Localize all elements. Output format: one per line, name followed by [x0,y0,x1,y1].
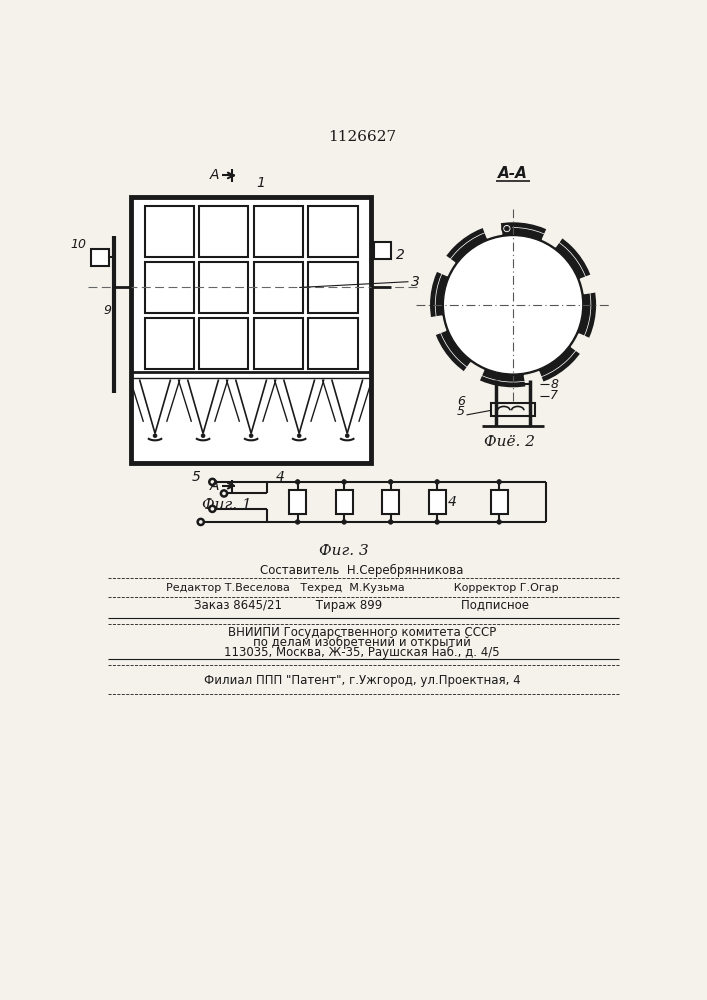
Text: 113035, Москва, Ж-35, Раушская наб., д. 4/5: 113035, Москва, Ж-35, Раушская наб., д. … [224,646,500,659]
Text: А-А: А-А [498,166,528,181]
Circle shape [435,480,440,484]
Bar [254,318,303,369]
Bar [199,318,248,369]
Text: 4: 4 [448,495,457,509]
Circle shape [209,479,216,485]
Circle shape [388,520,393,524]
Circle shape [341,520,346,524]
Bar [336,490,353,514]
Text: по делам изобретений и открытий: по делам изобретений и открытий [253,636,471,649]
Circle shape [435,520,440,524]
Circle shape [505,226,509,231]
Wedge shape [483,222,502,238]
Bar [199,206,248,257]
Bar [491,490,508,514]
Text: А: А [210,479,220,493]
Text: А: А [210,168,220,182]
Text: Фиг. 3: Фиг. 3 [320,544,369,558]
Wedge shape [436,255,455,276]
Wedge shape [463,363,484,381]
Text: 3: 3 [411,275,420,289]
Text: 5: 5 [192,470,200,484]
Text: 4: 4 [276,470,284,484]
Circle shape [297,434,301,438]
Bar [90,249,110,266]
Circle shape [221,490,227,497]
Bar [491,403,534,416]
Text: Составитель  Н.Серебрянникова: Составитель Н.Серебрянникова [260,564,464,577]
Text: Заказ 8645/21         Тираж 899                     Подписное: Заказ 8645/21 Тираж 899 Подписное [194,599,530,612]
Circle shape [153,434,157,438]
Circle shape [296,520,300,524]
Bar [131,197,371,463]
Text: 1: 1 [256,176,265,190]
Circle shape [198,519,204,525]
Bar [199,262,248,313]
Bar [144,206,194,257]
Bar [289,490,306,514]
Text: Редактор Т.Веселова   Техред  М.Кузьма              Корректор Г.Огар: Редактор Т.Веселова Техред М.Кузьма Корр… [165,583,559,593]
Text: 7: 7 [550,389,559,402]
Bar [382,490,399,514]
Bar [308,318,358,369]
Bar [428,490,445,514]
Circle shape [249,434,253,438]
Wedge shape [430,316,446,335]
Bar [308,262,358,313]
Text: Филиал ППП "Патент", г.Ужгород, ул.Проектная, 4: Филиал ППП "Патент", г.Ужгород, ул.Проек… [204,674,520,687]
Circle shape [502,224,512,233]
Text: 8: 8 [550,378,559,391]
Text: Фиг. 1: Фиг. 1 [202,498,252,512]
Bar [144,318,194,369]
Wedge shape [542,228,563,247]
Circle shape [497,520,501,524]
Wedge shape [571,334,590,354]
Text: 2: 2 [396,248,405,262]
Circle shape [345,434,349,438]
Text: Фиё. 2: Фиё. 2 [484,435,534,449]
Bar [254,262,303,313]
Text: 1126627: 1126627 [328,130,396,144]
Circle shape [440,232,587,378]
Text: ВНИИПИ Государственного комитета СССР: ВНИИПИ Государственного комитета СССР [228,626,496,639]
Circle shape [433,225,594,385]
Wedge shape [580,275,597,294]
Text: 5: 5 [457,405,465,418]
Circle shape [296,480,300,484]
Bar [374,242,392,259]
Circle shape [209,506,216,512]
Text: 9: 9 [104,304,112,317]
Text: 10: 10 [71,238,87,251]
Circle shape [341,480,346,484]
Bar [144,262,194,313]
Circle shape [497,480,501,484]
Wedge shape [525,372,544,388]
Text: 6: 6 [457,395,465,408]
Bar [308,206,358,257]
Circle shape [388,480,393,484]
Bar [254,206,303,257]
Circle shape [201,434,205,438]
